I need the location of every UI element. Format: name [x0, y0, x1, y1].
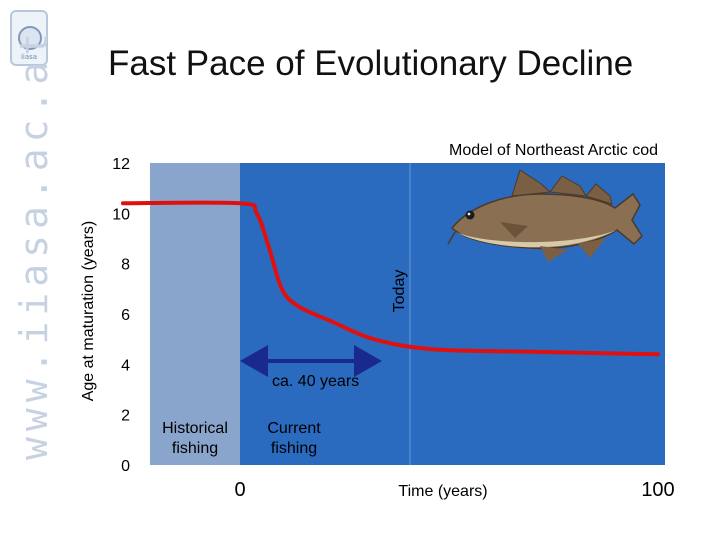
y-tick-labels: 0 2 4 6 8 10 12 — [112, 156, 130, 475]
chart-title: Model of Northeast Arctic cod — [449, 142, 658, 159]
x-tick-label: 0 — [234, 479, 245, 501]
iiasa-logo: iiasa — [10, 10, 48, 66]
y-axis-label: Age at maturation (years) — [80, 221, 97, 402]
y-tick-label: 8 — [121, 257, 130, 274]
y-tick-label: 10 — [112, 206, 130, 223]
y-tick-label: 0 — [121, 458, 130, 475]
current-fishing-label-line-2: fishing — [271, 440, 317, 457]
x-axis-label: Time (years) — [398, 483, 487, 500]
historical-period-shade — [150, 163, 240, 465]
y-tick-label: 2 — [121, 408, 130, 425]
historical-fishing-label-line-1: Historical — [162, 420, 228, 437]
logo-text: iiasa — [20, 53, 38, 61]
x-tick-label: 100 — [641, 479, 674, 501]
slide-title: Fast Pace of Evolutionary Decline — [108, 44, 634, 83]
y-tick-label: 6 — [121, 307, 130, 324]
today-label: Today — [391, 270, 408, 313]
y-tick-label: 4 — [121, 357, 130, 374]
globe-icon — [18, 26, 42, 50]
interval-label: ca. 40 years — [272, 373, 359, 390]
cod-fish-illustration — [447, 169, 643, 262]
current-fishing-label-line-1: Current — [267, 420, 321, 437]
historical-fishing-label-line-2: fishing — [172, 440, 218, 457]
x-tick-labels: 0 100 — [234, 479, 674, 501]
maturation-age-curve — [120, 200, 660, 357]
y-tick-label: 12 — [112, 156, 130, 173]
